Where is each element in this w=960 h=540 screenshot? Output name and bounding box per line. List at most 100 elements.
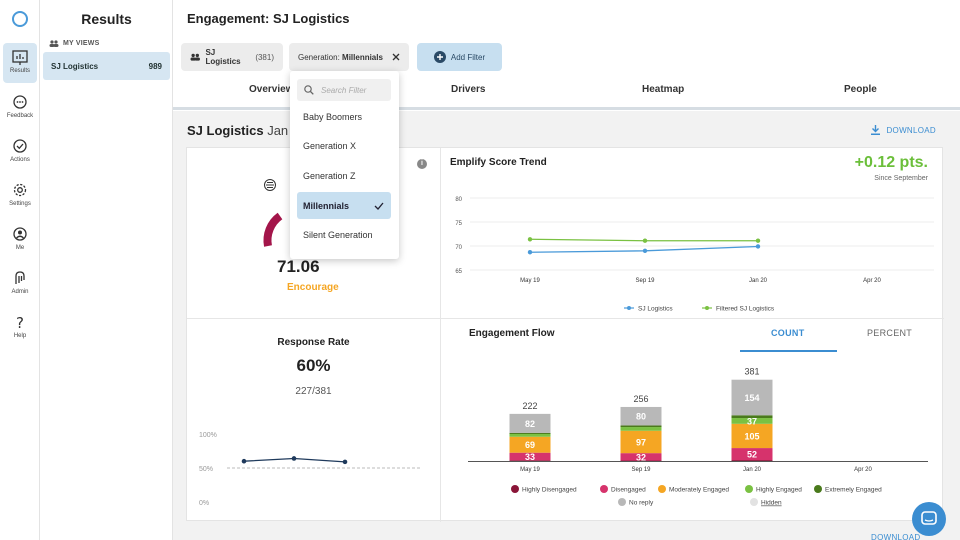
rr-y-tick: 0% xyxy=(199,500,209,507)
ef-bar-segment xyxy=(731,460,773,461)
ef-legend-label: Highly Engaged xyxy=(756,487,802,494)
ef-legend-label[interactable]: Hidden xyxy=(761,500,782,507)
rail-item-help[interactable]: ? Help xyxy=(0,308,40,348)
tab-people[interactable]: People xyxy=(844,84,877,95)
check-circle-icon xyxy=(13,139,27,153)
download-label: DOWNLOAD xyxy=(886,125,936,135)
ef-x-tick: May 19 xyxy=(520,467,540,473)
trend-x-tick: Jan 20 xyxy=(749,278,768,284)
download-button-secondary[interactable]: DOWNLOAD xyxy=(871,533,921,540)
rail-item-me[interactable]: Me xyxy=(0,220,40,260)
dropdown-option-generation-x[interactable]: Generation X xyxy=(297,132,391,159)
question-icon: ? xyxy=(16,314,24,331)
ef-bar-segment xyxy=(731,423,773,449)
trend-y-tick: 75 xyxy=(455,221,462,227)
response-rate-title: Response Rate xyxy=(277,337,350,348)
ef-bar-segment xyxy=(620,406,662,426)
rail-item-label: Actions xyxy=(10,157,30,163)
view-item-count: 989 xyxy=(148,61,162,71)
add-filter-button[interactable]: Add Filter xyxy=(417,43,502,71)
dropdown-option-label: Generation X xyxy=(303,140,357,151)
score-label: Encourage xyxy=(287,282,339,293)
ef-legend-label: No reply xyxy=(629,500,654,507)
tab-heatmap[interactable]: Heatmap xyxy=(642,84,685,95)
rr-y-tick: 100% xyxy=(199,432,217,439)
dropdown-option-silent-generation[interactable]: Silent Generation xyxy=(297,221,391,248)
ef-bar-segment xyxy=(509,413,551,433)
rr-point xyxy=(291,456,297,461)
tab-underline xyxy=(173,107,960,110)
rail-item-feedback[interactable]: Feedback xyxy=(0,88,40,128)
download-button[interactable]: DOWNLOAD xyxy=(871,125,936,135)
ef-x-tick: Jan 20 xyxy=(743,467,762,473)
generation-filter-value: Millennials xyxy=(342,52,383,62)
my-views-section: MY VIEWS xyxy=(49,40,99,47)
ef-legend-swatch xyxy=(750,498,758,506)
ef-bar-segment xyxy=(509,432,551,434)
count-toggle[interactable]: COUNT xyxy=(771,328,805,338)
ef-bar-segment xyxy=(620,425,662,428)
rail-item-settings[interactable]: Settings xyxy=(0,176,40,216)
section-title-suffix: Jan xyxy=(267,123,289,138)
trend-point xyxy=(527,237,533,242)
response-rate-chart: 100% 50% 0% xyxy=(199,432,421,507)
tab-drivers[interactable]: Drivers xyxy=(451,84,486,95)
ef-data-label: 97 xyxy=(636,437,646,447)
add-filter-label: Add Filter xyxy=(450,52,486,62)
rail-item-label: Me xyxy=(15,245,25,251)
dropdown-option-label: Generation Z xyxy=(303,170,356,181)
engagement-flow-chart: 33 69 82 222 May 19 32 97 80 256 Sep 19 52 105 37 154… xyxy=(468,367,928,473)
card-divider-vertical xyxy=(440,148,441,522)
rail-item-results[interactable]: Results xyxy=(3,43,37,83)
ef-bar-segment xyxy=(620,430,662,454)
users-icon xyxy=(49,40,59,47)
close-icon[interactable] xyxy=(392,53,400,61)
ef-data-label: 69 xyxy=(525,440,535,450)
my-views-label: MY VIEWS xyxy=(63,40,100,47)
dropdown-option-baby-boomers[interactable]: Baby Boomers xyxy=(297,103,391,130)
rail-item-actions[interactable]: Actions xyxy=(0,132,40,172)
info-icon[interactable]: i xyxy=(417,159,427,169)
generation-filter-chip[interactable]: Generation: Millennials xyxy=(289,43,409,71)
tab-overview[interactable]: Overview xyxy=(249,84,294,95)
users-icon xyxy=(190,53,200,61)
trend-point xyxy=(755,238,761,243)
ef-legend-label: Moderately Engaged xyxy=(669,487,729,494)
ef-legend-swatch xyxy=(600,485,608,493)
trend-chart: 80 75 70 65 May 19 Sep 19 Jan 20 Apr 20 SJ Logis… xyxy=(455,197,934,313)
ef-bar-segment xyxy=(731,418,773,424)
dropdown-option-generation-z[interactable]: Generation Z xyxy=(297,162,391,189)
rail-item-admin[interactable]: Admin xyxy=(0,264,40,304)
rr-point xyxy=(241,458,247,464)
trend-title: Emplify Score Trend xyxy=(450,157,547,168)
tab-bar: Overview Drivers Heatmap People xyxy=(173,78,960,110)
section-title-org: SJ Logistics xyxy=(187,123,264,138)
gear-icon xyxy=(13,183,27,197)
checkmark-icon xyxy=(374,202,384,210)
ef-bar-segment xyxy=(731,379,773,416)
rail-item-label: Admin xyxy=(11,289,29,295)
search-filter-input[interactable] xyxy=(321,85,385,95)
trend-legend-label: Filtered SJ Logistics xyxy=(716,306,775,313)
response-rate-fraction: 227/381 xyxy=(295,386,332,397)
app-logo-icon[interactable] xyxy=(12,11,28,27)
emplify-logo-icon xyxy=(264,179,276,191)
ef-bar-segment xyxy=(620,427,662,431)
trend-x-tick: Apr 20 xyxy=(863,278,881,284)
dropdown-option-millennials[interactable]: Millennials xyxy=(297,192,391,219)
count-toggle-underline xyxy=(740,350,837,352)
org-filter-chip[interactable]: SJ Logistics (381) xyxy=(181,43,283,71)
dropdown-option-label: Millennials xyxy=(303,200,350,211)
ef-legend-swatch xyxy=(511,485,519,493)
chat-launcher-button[interactable] xyxy=(912,502,946,536)
ef-bar-segment xyxy=(509,436,551,453)
trend-point xyxy=(642,238,648,243)
ef-data-label: 82 xyxy=(525,419,535,429)
ef-data-label: 37 xyxy=(747,416,757,426)
percent-toggle[interactable]: PERCENT xyxy=(867,328,913,338)
ef-legend-swatch xyxy=(658,485,666,493)
org-filter-count: (381) xyxy=(255,52,274,62)
view-item-sj-logistics[interactable]: SJ Logistics 989 xyxy=(43,52,170,80)
ef-bar-segment xyxy=(509,452,551,461)
page-title: Engagement: SJ Logistics xyxy=(187,11,350,26)
